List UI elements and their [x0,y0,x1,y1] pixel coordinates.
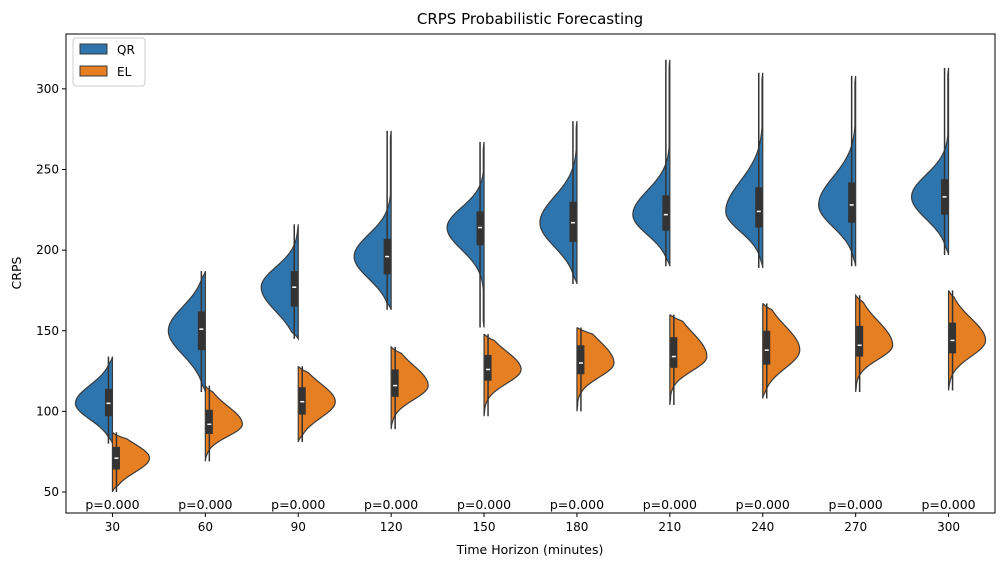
violin-qr-210 [632,59,671,267]
p-value-annotation: p=0.000 [271,497,325,512]
legend-label-qr: QR [117,43,135,57]
iqr-box-el-150 [484,354,492,381]
iqr-box-qr-180 [569,201,577,243]
y-tick-label: 200 [36,243,59,257]
x-tick-label: 210 [658,520,681,534]
y-tick-label: 50 [44,485,59,499]
iqr-box-el-60 [205,409,213,434]
x-tick-label: 300 [937,520,960,534]
violin-qr-180 [539,121,578,285]
violin-qr-120 [353,130,392,311]
x-tick-label: 270 [844,520,867,534]
p-value-annotation: p=0.000 [643,497,697,512]
legend-swatch-el [79,65,108,77]
iqr-box-el-180 [577,345,585,375]
iqr-box-el-90 [298,387,306,415]
p-value-annotation: p=0.000 [364,497,418,512]
legend: QR EL [72,37,146,87]
violin-qr-60 [167,270,206,393]
violin-el-240 [762,302,801,399]
violin-qr-90 [260,224,299,341]
x-tick-label: 120 [380,520,403,534]
y-tick-label: 100 [36,404,59,418]
iqr-box-qr-60 [197,311,205,351]
violin-qr-300 [910,67,950,256]
x-tick-label: 60 [198,520,213,534]
iqr-box-el-210 [670,337,678,368]
y-axis-title: CRPS [9,256,24,289]
violin-qr-30 [74,356,114,444]
x-tick-label: 30 [105,520,120,534]
plot-area: p=0.000 p=0.000 p=0.000 p=0.000 p=0.000 p=0.0… [74,59,987,512]
violin-qr-240 [725,72,764,268]
iqr-box-el-270 [856,325,864,357]
legend-swatch-qr [79,43,108,55]
y-tick-label: 300 [36,82,59,96]
x-tick-label: 150 [473,520,496,534]
axes: 30 60 90 120 150 180 210 240 270 300 50 100 150 200 25… [36,82,960,534]
p-value-annotation: p=0.000 [736,497,790,512]
x-tick-label: 240 [751,520,774,534]
iqr-box-el-120 [391,369,399,397]
violin-qr-270 [818,75,857,267]
x-tick-label: 90 [291,520,306,534]
iqr-box-qr-240 [755,187,763,228]
p-value-annotation: p=0.000 [550,497,604,512]
iqr-box-qr-210 [662,195,670,231]
legend-label-el: EL [117,65,132,79]
axes-frame [65,33,996,514]
p-value-annotation: p=0.000 [178,497,232,512]
iqr-box-qr-30 [104,388,112,417]
x-axis-title: Time Horizon (minutes) [456,542,604,557]
p-value-annotation: p=0.000 [921,497,975,512]
y-tick-label: 150 [36,324,59,338]
iqr-box-el-240 [763,330,771,365]
violin-el-30 [111,431,151,493]
violin-el-210 [669,314,708,406]
violin-qr-150 [446,141,485,328]
violin-el-90 [297,365,336,443]
x-tick-label: 180 [565,520,588,534]
chart-title: CRPS Probabilistic Forecasting [417,10,643,28]
iqr-box-qr-90 [290,271,298,307]
y-tick-label: 250 [36,162,59,176]
p-value-annotation: p=0.000 [829,497,883,512]
iqr-box-qr-150 [476,211,484,246]
violin-el-150 [483,332,522,417]
iqr-box-el-300 [949,322,957,354]
p-value-annotation: p=0.000 [457,497,511,512]
violin-el-180 [576,327,615,412]
p-value-annotation: p=0.000 [85,497,139,512]
iqr-box-qr-270 [848,182,856,223]
